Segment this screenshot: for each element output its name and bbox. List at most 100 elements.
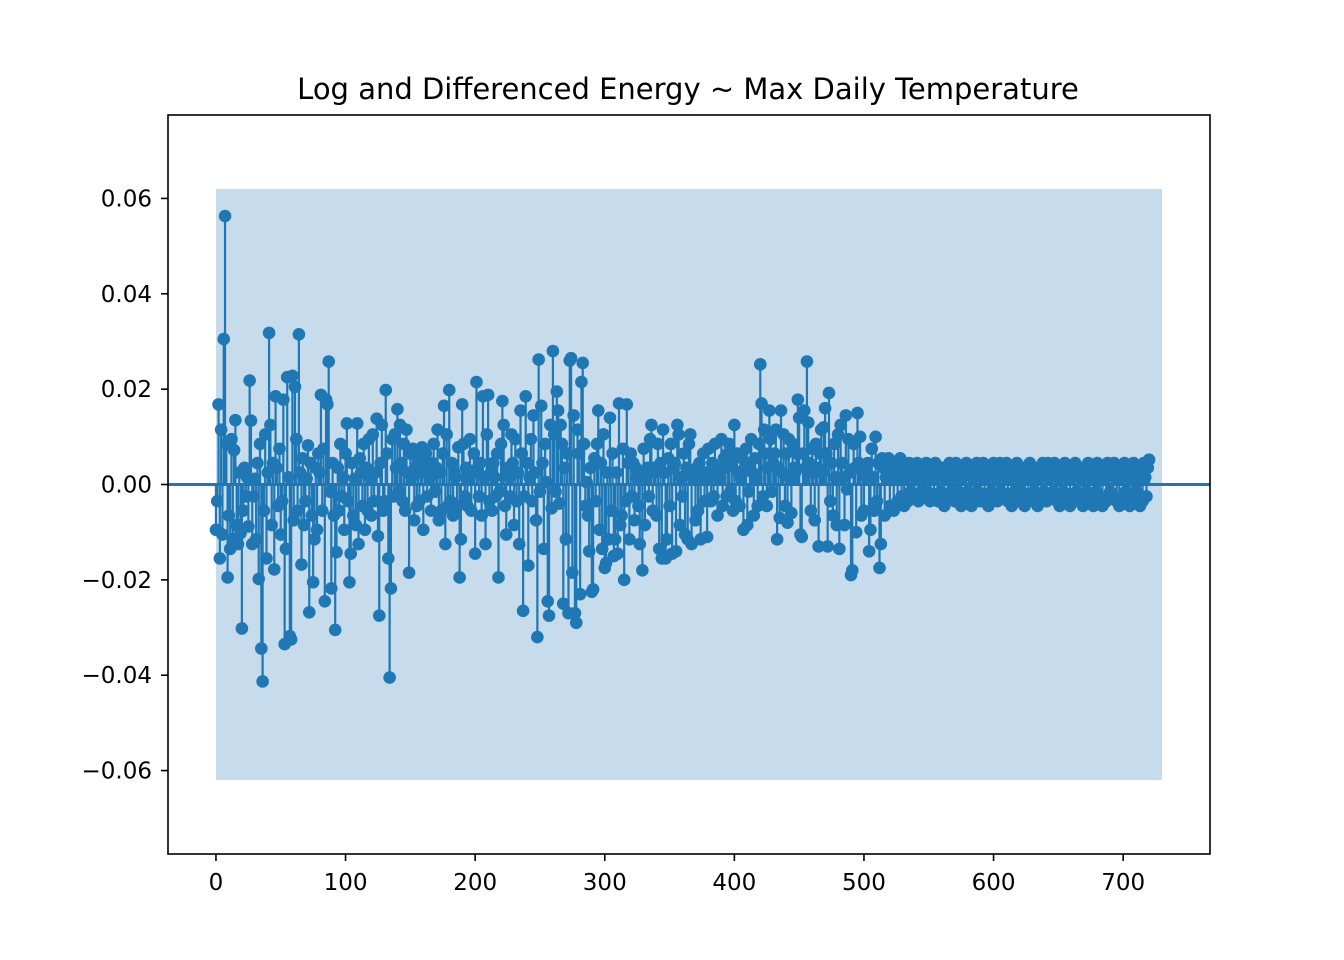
stem-marker xyxy=(336,471,350,484)
stem-marker xyxy=(816,466,829,479)
stem-marker xyxy=(827,437,841,451)
stem-marker xyxy=(317,442,330,456)
stem-marker xyxy=(260,552,273,565)
stem-marker xyxy=(235,622,249,635)
stem-marker xyxy=(379,383,393,397)
stem-marker xyxy=(615,509,628,522)
stem-marker xyxy=(264,418,277,432)
stem-marker xyxy=(672,428,685,441)
stem-marker xyxy=(1140,490,1153,503)
stem-marker xyxy=(534,399,548,413)
stem-marker xyxy=(1087,499,1100,513)
stem-marker xyxy=(628,513,641,527)
stem-marker xyxy=(340,417,354,430)
stem-marker xyxy=(584,461,597,475)
axes: 0 100 200 300 400 500 600 700 −0.06 −0.04 −0.02 0.0… xyxy=(82,114,1211,896)
stem-marker xyxy=(229,413,242,427)
stem-marker xyxy=(216,528,229,541)
stem-marker xyxy=(851,406,864,420)
stem-marker xyxy=(571,423,584,436)
stem-marker xyxy=(624,447,637,460)
stem-marker xyxy=(606,447,619,460)
stem-marker xyxy=(645,418,658,432)
stem-marker xyxy=(369,466,382,479)
stem-marker xyxy=(556,597,570,610)
stem-marker xyxy=(608,533,622,546)
stem-marker xyxy=(519,389,533,403)
stem-marker xyxy=(1142,453,1156,467)
stem-marker xyxy=(573,587,587,601)
stem-marker xyxy=(788,466,802,479)
stem-marker xyxy=(446,509,460,522)
stem-marker xyxy=(566,566,579,580)
stem-marker xyxy=(496,394,509,408)
stem-marker xyxy=(581,509,595,522)
stem-marker xyxy=(472,490,486,503)
stem-marker xyxy=(253,437,267,451)
stem-marker xyxy=(521,559,535,572)
stem-marker xyxy=(611,547,625,560)
stem-marker xyxy=(590,437,604,451)
stem-marker xyxy=(251,456,264,470)
stem-marker xyxy=(660,533,674,546)
stem-marker xyxy=(857,504,871,518)
stem-marker xyxy=(318,595,332,608)
stem-marker xyxy=(818,401,832,415)
stem-marker xyxy=(632,499,645,513)
stem-marker xyxy=(366,428,380,441)
stem-marker xyxy=(938,499,951,513)
stem-marker xyxy=(604,504,618,518)
stem-marker xyxy=(238,461,251,475)
stem-marker xyxy=(663,499,676,513)
stem-marker xyxy=(367,494,381,508)
stem-marker xyxy=(358,523,372,537)
stem-marker xyxy=(601,466,614,479)
stem-marker xyxy=(642,490,656,503)
stem-marker xyxy=(868,504,881,518)
stem-marker xyxy=(374,456,387,470)
stem-marker xyxy=(270,461,284,475)
x-tick-label: 500 xyxy=(842,870,886,896)
stem-marker xyxy=(874,537,888,551)
stem-marker xyxy=(751,499,764,513)
stem-marker xyxy=(739,442,753,456)
stem-marker xyxy=(218,209,232,223)
stem-marker xyxy=(236,504,250,518)
stem-marker xyxy=(711,509,724,522)
stem-marker xyxy=(480,428,494,441)
stem-marker xyxy=(252,572,266,586)
stem-marker xyxy=(834,418,847,432)
stem-marker xyxy=(350,417,364,430)
stem-marker xyxy=(221,571,234,584)
stem-marker xyxy=(347,509,360,522)
stem-marker xyxy=(768,447,781,460)
stem-marker xyxy=(668,456,682,470)
stem-marker xyxy=(306,575,320,589)
stem-marker xyxy=(786,437,799,451)
stem-marker xyxy=(439,537,452,551)
stem-marker xyxy=(433,466,447,479)
stem-marker xyxy=(569,616,583,630)
stem-marker xyxy=(284,633,298,646)
stem-marker xyxy=(479,537,492,551)
stem-marker xyxy=(833,542,846,556)
stem-marker xyxy=(804,504,818,518)
stem-marker xyxy=(536,456,549,470)
stem-marker xyxy=(244,414,258,427)
stem-marker xyxy=(531,630,544,644)
stem-marker xyxy=(299,494,312,508)
stem-marker xyxy=(594,456,608,470)
stem-marker xyxy=(674,471,688,484)
stem-marker xyxy=(515,447,529,460)
stem-marker xyxy=(716,499,729,513)
stem-marker xyxy=(610,466,623,479)
stem-marker xyxy=(623,533,636,546)
stem-marker xyxy=(400,423,413,436)
stem-marker xyxy=(453,571,466,584)
stem-marker xyxy=(445,456,459,470)
stem-marker xyxy=(247,490,260,503)
stem-marker xyxy=(279,542,293,556)
y-tick-label: 0.00 xyxy=(101,473,152,499)
stem-marker xyxy=(753,358,767,371)
stem-marker xyxy=(862,544,876,558)
